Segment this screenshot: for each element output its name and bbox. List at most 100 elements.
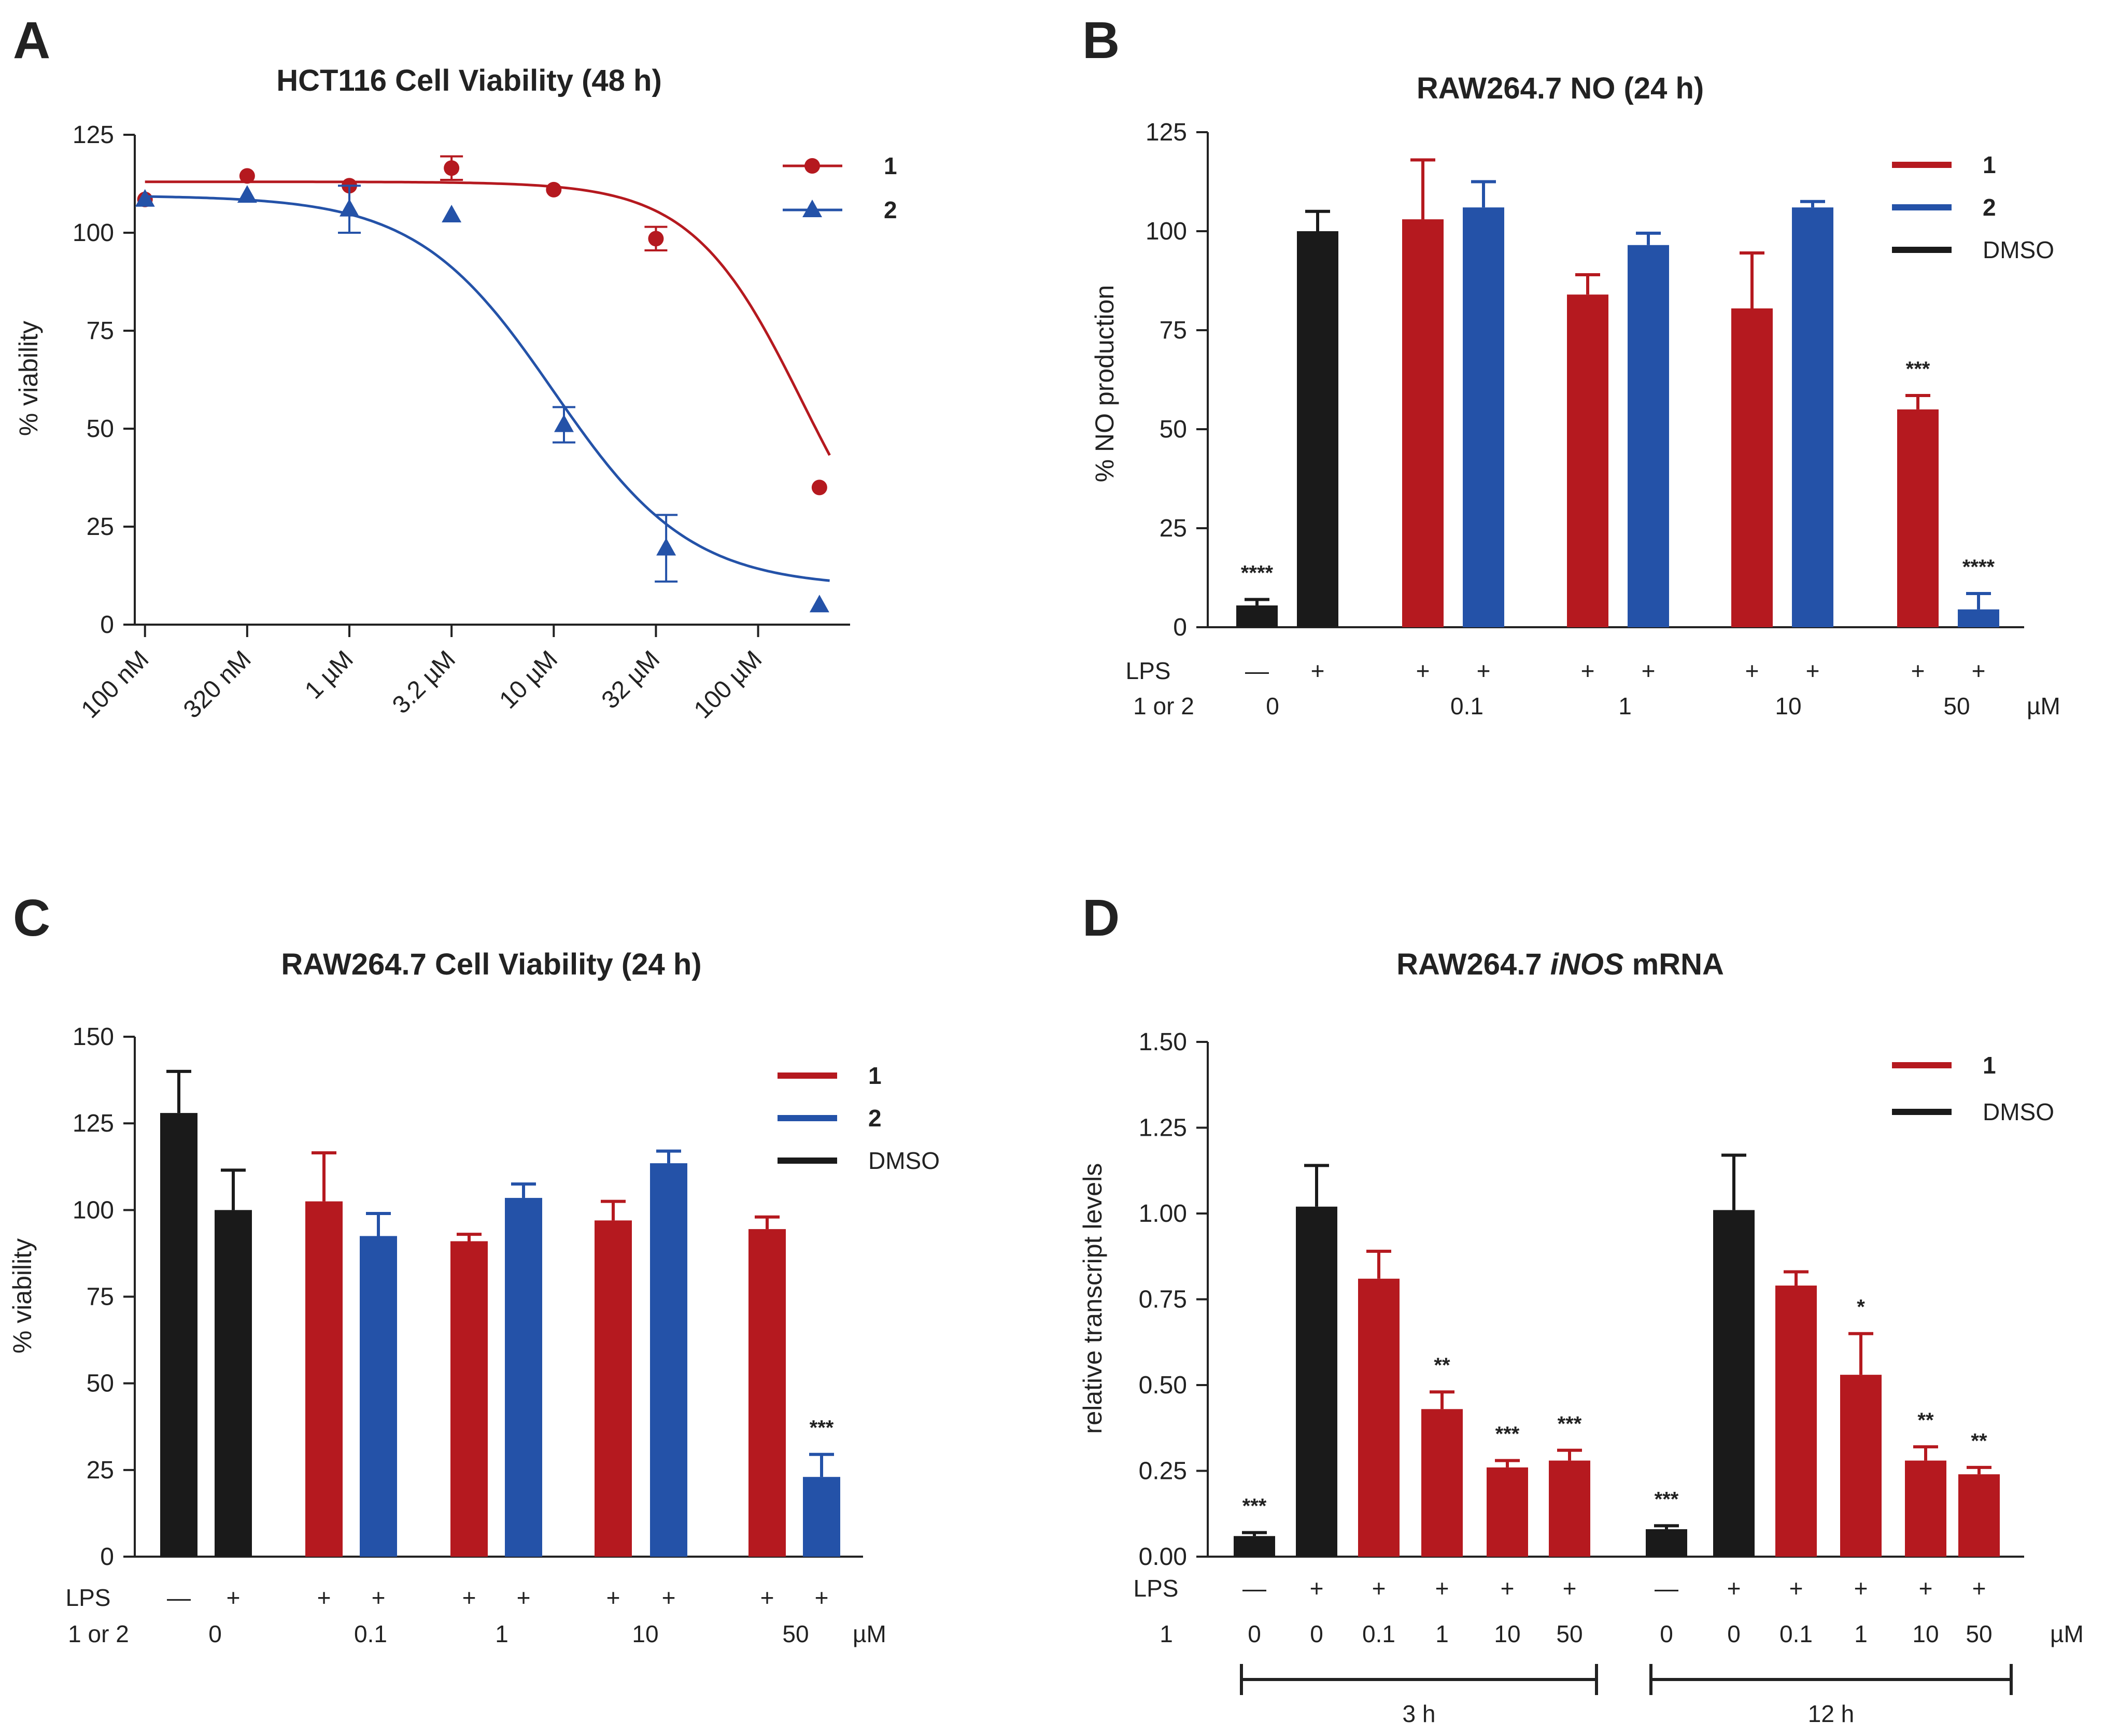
panel-d-bar	[1775, 1286, 1817, 1557]
panel-a-y-tick-label: 0	[100, 611, 114, 639]
panel-b-bar	[1297, 231, 1338, 627]
panel-c-bar	[450, 1241, 488, 1557]
panel-b-bar	[1567, 294, 1608, 627]
panel-d-bar	[1549, 1460, 1590, 1557]
panel-b-legend-label: 1	[1983, 151, 1996, 178]
panel-b-dose-label: 50	[1943, 693, 1970, 719]
panel-b-lps-sign: +	[1581, 657, 1595, 684]
panel-d-lps-sign: +	[1563, 1575, 1577, 1602]
panel-d-significance: ***	[1558, 1413, 1582, 1435]
panel-b-lps-sign: +	[1972, 657, 1986, 684]
panel-d-lps-sign: +	[1310, 1575, 1324, 1602]
panel-letter-b: B	[1082, 11, 1120, 69]
panel-d-lps-sign: +	[1919, 1575, 1933, 1602]
panel-d-significance: **	[1434, 1354, 1450, 1377]
panel-d-bar	[1840, 1375, 1882, 1557]
panel-b-y-tick-label: 50	[1160, 416, 1187, 443]
panel-c-bar	[305, 1201, 343, 1557]
panel-c-lps-sign: +	[372, 1584, 386, 1611]
panel-b-lps-sign: +	[1806, 657, 1820, 684]
panel-b-legend-label: 2	[1983, 194, 1996, 221]
panel-b-significance: ****	[1241, 562, 1274, 585]
panel-a-point-2	[809, 595, 829, 613]
panel-d-significance: *	[1857, 1296, 1865, 1319]
panel-d-title: RAW264.7 iNOS mRNA	[1396, 948, 1724, 981]
panel-d-lps-sign: +	[1727, 1575, 1741, 1602]
panel-d-bar	[1421, 1409, 1463, 1557]
panel-b-bar	[1628, 245, 1669, 627]
panel-c-y-tick-label: 25	[87, 1457, 114, 1484]
panel-b-y-axis-label: % NO production	[1090, 285, 1119, 483]
panel-c-bar	[650, 1163, 687, 1557]
panel-c-title: RAW264.7 Cell Viability (24 h)	[281, 948, 701, 981]
panel-d-lps-sign: —	[1655, 1575, 1678, 1602]
panel-b-lps-row-label: LPS	[1126, 657, 1171, 684]
panel-c-y-tick-label: 150	[73, 1023, 114, 1051]
panel-c-y-tick-label: 100	[73, 1196, 114, 1224]
panel-d-lps-sign: +	[1854, 1575, 1868, 1602]
panel-b-y-tick-label: 75	[1160, 317, 1187, 344]
panel-b-dose-row-label: 1 or 2	[1133, 693, 1194, 719]
panel-d-y-tick-label: 0.50	[1139, 1372, 1187, 1399]
panel-a-point-2	[656, 538, 676, 556]
panel-b-lps-sign: +	[1642, 657, 1656, 684]
panel-a-y-axis-label: % viability	[14, 321, 43, 436]
panel-a-point-1	[444, 160, 460, 176]
panel-c-y-tick-label: 125	[73, 1110, 114, 1137]
panel-c-dose-label: 1	[495, 1620, 508, 1647]
panel-d-time-label: 3 h	[1403, 1700, 1436, 1727]
panel-a-legend-label: 2	[884, 196, 897, 223]
panel-d-dose-label: 1	[1854, 1620, 1868, 1647]
panel-d-significance: ***	[1242, 1495, 1267, 1518]
panel-c-dose-label: 10	[632, 1620, 658, 1647]
panel-a-point-2	[340, 199, 359, 217]
panel-d-dose-label: 0	[1660, 1620, 1673, 1647]
panel-d-dose-label: 50	[1966, 1620, 1992, 1647]
panel-d-dose-label: 0.1	[1779, 1620, 1813, 1647]
panel-d-lps-row-label: LPS	[1134, 1575, 1179, 1602]
panel-d-lps-sign: +	[1435, 1575, 1449, 1602]
panel-d-dose-label: 0	[1310, 1620, 1323, 1647]
panel-b-unit-label: µM	[2027, 693, 2060, 719]
panel-c-lps-sign: +	[227, 1584, 241, 1611]
panel-letter-d: D	[1082, 889, 1120, 947]
panel-b-bar	[1897, 409, 1939, 627]
panel-d-bar	[1905, 1460, 1946, 1557]
panel-c-legend-label: 1	[868, 1062, 882, 1089]
panel-d-title-a: RAW264.7	[1396, 948, 1550, 981]
panel-b-lps-sign: +	[1745, 657, 1759, 684]
panel-a-point-1	[648, 231, 664, 247]
panel-d-y-tick-label: 1.50	[1139, 1028, 1187, 1056]
panel-d-dose-label: 1	[1435, 1620, 1449, 1647]
panel-b-lps-sign: +	[1416, 657, 1430, 684]
panel-d-legend-label: DMSO	[1983, 1098, 2054, 1125]
panel-c-dose-label: 50	[782, 1620, 809, 1647]
panel-c-lps-sign: +	[517, 1584, 531, 1611]
panel-c-dose-label: 0	[208, 1620, 222, 1647]
panel-c-lps-sign: +	[815, 1584, 829, 1611]
panel-b-lps-sign: +	[1911, 657, 1925, 684]
panel-a-point-2	[237, 185, 257, 203]
panel-d-lps-sign: —	[1242, 1575, 1266, 1602]
panel-c-y-axis-label: % viability	[8, 1238, 37, 1353]
panel-c-bar	[215, 1210, 252, 1557]
panel-c-bar	[505, 1197, 542, 1557]
panel-d-dose-label: 0	[1248, 1620, 1261, 1647]
panel-b-significance: ***	[1906, 358, 1930, 380]
panel-b-dose-label: 0.1	[1450, 693, 1484, 719]
panel-a-y-tick-label: 125	[73, 121, 114, 149]
panel-d-bar	[1358, 1278, 1400, 1557]
panel-d-bar	[1713, 1210, 1755, 1557]
panel-d-bar	[1487, 1467, 1528, 1557]
panel-a-chart: 0 25 50 75 100 125 % viability 100 nM 320 nM 1 µM…	[14, 121, 897, 724]
panel-c-bar	[360, 1236, 397, 1557]
panel-c-lps-sign: +	[606, 1584, 620, 1611]
panel-a-legend-marker	[802, 200, 822, 217]
panel-d-dose-label: 10	[1494, 1620, 1520, 1647]
panel-c-lps-sign: +	[760, 1584, 774, 1611]
panel-b-dose-label: 0	[1266, 693, 1279, 719]
panel-d-y-tick-label: 0.75	[1139, 1286, 1187, 1314]
panel-c-legend-label: DMSO	[868, 1147, 940, 1174]
